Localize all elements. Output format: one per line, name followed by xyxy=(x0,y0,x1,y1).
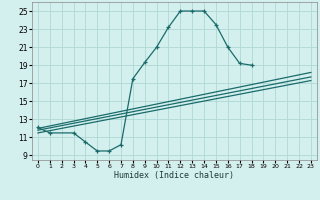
X-axis label: Humidex (Indice chaleur): Humidex (Indice chaleur) xyxy=(115,171,234,180)
